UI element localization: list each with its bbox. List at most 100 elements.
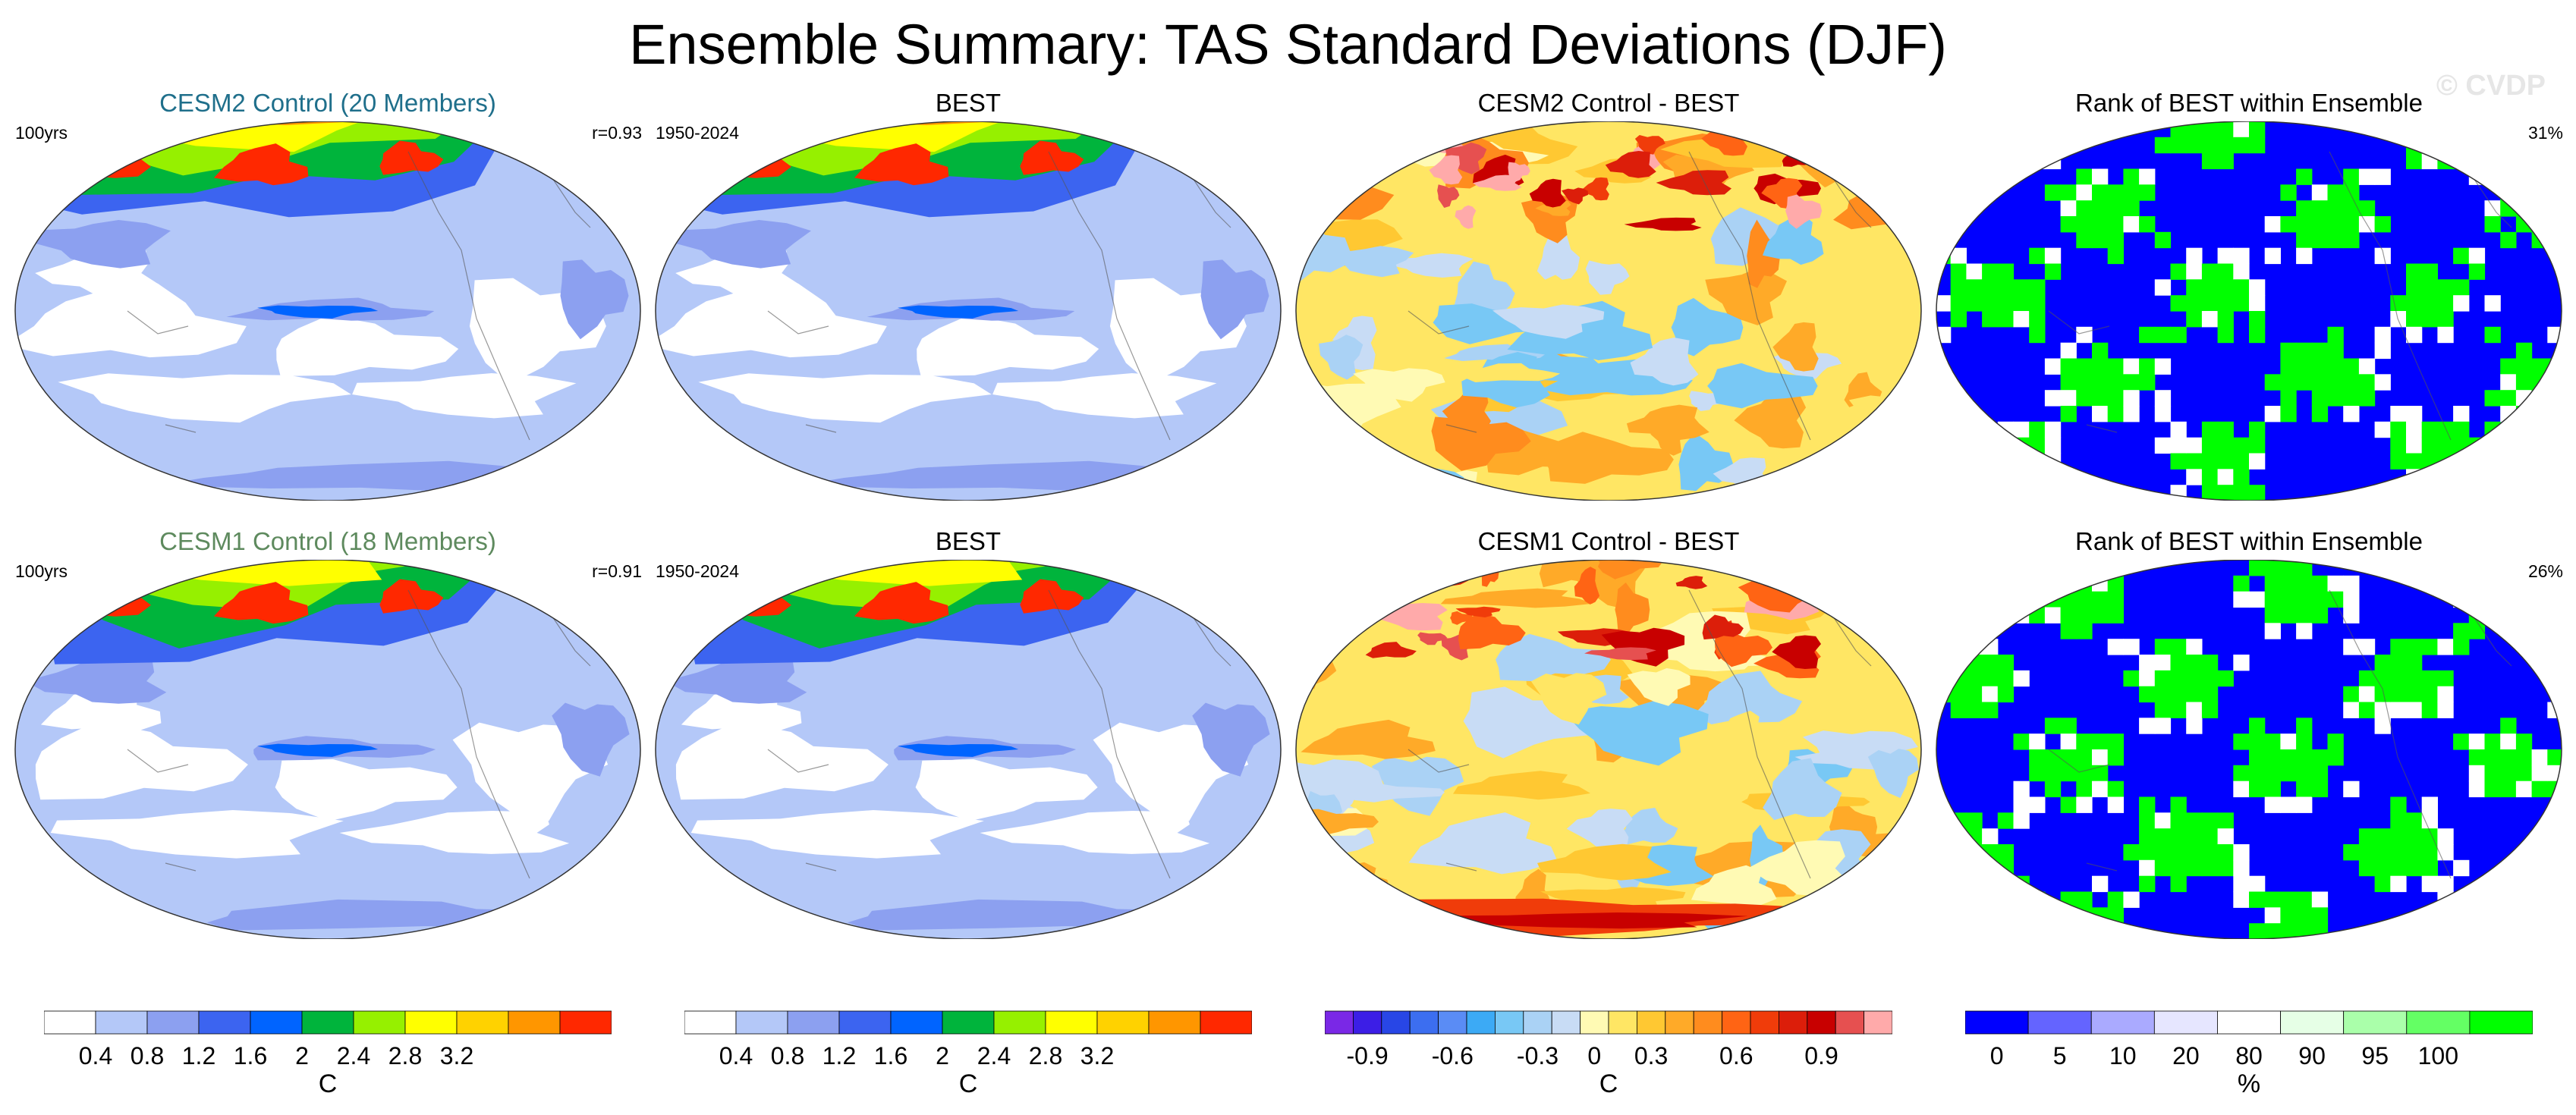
colorbar-tick-label: 0.6 (1719, 1042, 1754, 1069)
map-field (1296, 121, 1921, 501)
coastline (767, 151, 1231, 441)
map-border (1295, 560, 1922, 939)
colorbar-tick-label: 0.4 (719, 1042, 753, 1069)
map-border (1936, 560, 2562, 939)
panel-stat-label: 31% (2527, 123, 2563, 143)
map-border (1295, 121, 1922, 501)
colorbar-tick-label: 2.4 (336, 1042, 371, 1069)
colorbar-swatch (1045, 1010, 1098, 1035)
panel-title: CESM2 Control - BEST (1477, 89, 1740, 117)
colorbar-swatch (1750, 1010, 1779, 1035)
colorbar-tick-label: 2.4 (977, 1042, 1011, 1069)
map-panel: CESM2 Control - BEST (1294, 88, 1923, 501)
colorbar-swatch (890, 1010, 943, 1035)
panel-period-label: 100yrs (15, 561, 68, 581)
colorbar-swatch (301, 1010, 354, 1035)
colorbar-swatch (1693, 1010, 1723, 1035)
colorbar-swatch (404, 1010, 458, 1035)
colorbar-swatch (1353, 1010, 1382, 1035)
colorbar-swatch (250, 1010, 303, 1035)
map-border (1936, 121, 2562, 501)
colorbar-swatch (146, 1010, 200, 1035)
colorbar-swatch (1779, 1010, 1808, 1035)
colorbar-swatch (838, 1010, 892, 1035)
coastline (767, 589, 1231, 879)
coastline (1408, 589, 1872, 879)
map-plot (655, 560, 1282, 939)
colorbar-tick-label: 80 (2235, 1042, 2263, 1069)
coastline (2048, 151, 2512, 441)
map-plot (655, 121, 1282, 501)
map-plot (14, 121, 641, 501)
colorbar-tick-label: 0.8 (770, 1042, 805, 1069)
map-field (656, 121, 1281, 501)
panel-title: CESM2 Control (20 Members) (159, 89, 496, 117)
map-border (655, 560, 1282, 939)
colorbar-swatch (2343, 1010, 2408, 1035)
colorbar-tick-label: 1.2 (181, 1042, 216, 1069)
map-plot (14, 560, 641, 939)
colorbar-swatch (1551, 1010, 1581, 1035)
colorbar-tick-label: 0.9 (1804, 1042, 1838, 1069)
panel-period-label: 100yrs (15, 123, 68, 143)
colorbar-units-label: C (958, 1069, 978, 1098)
colorbar-swatch (2406, 1010, 2471, 1035)
panel-period-label: 1950-2024 (656, 123, 739, 143)
map-plot (1936, 560, 2562, 939)
colorbar-swatch (2280, 1010, 2345, 1035)
map-panel: Rank of BEST within Ensemble 26% (1935, 526, 2563, 939)
map-border (14, 560, 641, 939)
map-field (1296, 560, 1921, 939)
colorbar-swatch (1148, 1010, 1201, 1035)
colorbar-units-label: C (1599, 1069, 1618, 1098)
colorbar-swatch (1722, 1010, 1751, 1035)
map-field (656, 560, 1281, 939)
map-field (15, 560, 640, 939)
panel-title: CESM1 Control - BEST (1477, 527, 1740, 555)
colorbar-tick-label: 0 (1587, 1042, 1602, 1069)
colorbar-swatch (1409, 1010, 1439, 1035)
colorbar-tick-label: -0.6 (1431, 1042, 1474, 1069)
colorbar-tick-label: 0.4 (78, 1042, 113, 1069)
colorbar-swatch (1438, 1010, 1467, 1035)
panel-title: Rank of BEST within Ensemble (2075, 89, 2423, 117)
panel-title: BEST (935, 527, 1002, 555)
colorbar-swatch (1608, 1010, 1637, 1035)
colorbar-swatch (942, 1010, 995, 1035)
map-plot (1295, 121, 1922, 501)
colorbar-tick-label: 3.2 (439, 1042, 474, 1069)
panel-title: Rank of BEST within Ensemble (2075, 527, 2423, 555)
colorbar-tick-label: -0.3 (1516, 1042, 1559, 1069)
map-border (14, 121, 641, 501)
colorbar-tick-label: 2.8 (1028, 1042, 1063, 1069)
colorbar-tick-label: 0.3 (1634, 1042, 1669, 1069)
colorbar-tick-label: 95 (2361, 1042, 2389, 1069)
colorbar-tick-label: 3.2 (1080, 1042, 1115, 1069)
colorbar-tick-label: 0 (1989, 1042, 2004, 1069)
colorbar-tick-label: 1.2 (822, 1042, 857, 1069)
colorbar-swatch (456, 1010, 509, 1035)
coastline (127, 589, 591, 879)
colorbar-tick-label: 0.8 (130, 1042, 165, 1069)
colorbar-swatch (1466, 1010, 1496, 1035)
colorbar-swatch (198, 1010, 251, 1035)
colorbar-swatch (1864, 1010, 1892, 1035)
colorbar-units-label: C (318, 1069, 338, 1098)
colorbar-swatch (1200, 1010, 1252, 1035)
map-field (1936, 560, 2562, 939)
colorbar-swatch (95, 1010, 148, 1035)
colorbar-swatch (1807, 1010, 1836, 1035)
colorbar: 0.4 0.8 1.2 1.6 2 2.4 2.8 3.2 C (684, 1010, 1252, 1101)
colorbar-swatch (2217, 1010, 2281, 1035)
colorbar-swatch (993, 1010, 1046, 1035)
colorbar-tick-label: 5 (2052, 1042, 2067, 1069)
colorbar-swatch (2027, 1010, 2092, 1035)
colorbar: 0 5 10 20 80 90 95 100% (1965, 1010, 2533, 1101)
main-title: Ensemble Summary: TAS Standard Deviation… (629, 13, 1947, 76)
map-panel: BEST 1950-2024 (654, 526, 1282, 939)
map-panel: CESM2 Control (20 Members) 100yrs r=0.93 (14, 88, 642, 501)
colorbar-tick-label: 1.6 (233, 1042, 268, 1069)
colorbar-swatch (1096, 1010, 1150, 1035)
colorbar-tick-label: 2 (295, 1042, 309, 1069)
panel-title: CESM1 Control (18 Members) (159, 527, 496, 555)
